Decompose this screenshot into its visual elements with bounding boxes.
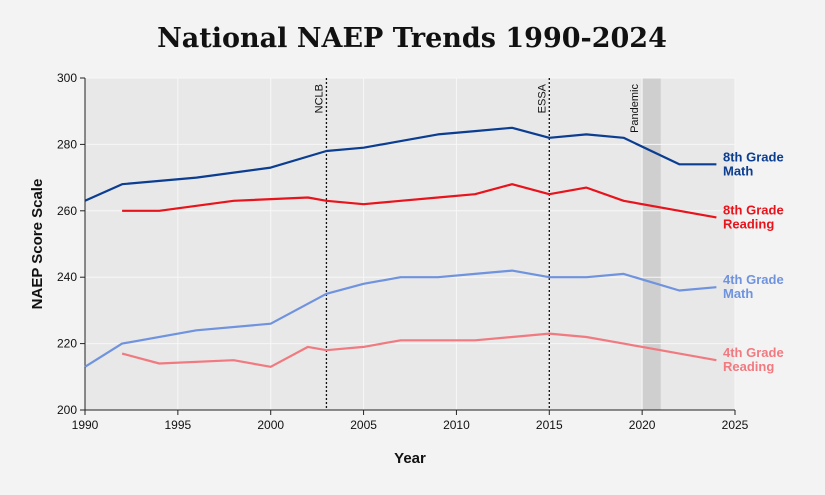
series-label-line: Reading bbox=[723, 359, 774, 374]
series-label-line: 8th Grade bbox=[723, 202, 784, 217]
axes: 200 220 240 260 280 300 1990 1995 2000 2005 2010 20… bbox=[57, 71, 749, 432]
x-tick-label: 2020 bbox=[629, 418, 656, 432]
series-line bbox=[84, 269, 717, 368]
series-line bbox=[122, 183, 717, 219]
y-tick-label: 260 bbox=[57, 204, 77, 218]
y-axis-title: NAEP Score Scale bbox=[29, 179, 46, 310]
x-tick-label: 1995 bbox=[165, 418, 192, 432]
series-label: 4th Grade Math bbox=[723, 272, 784, 301]
shaded-period-bar bbox=[642, 78, 661, 410]
x-tick-label: 2010 bbox=[443, 418, 470, 432]
series-label-line: Math bbox=[723, 163, 753, 178]
series-label-line: 8th Grade bbox=[723, 149, 784, 164]
series-label: 8th Grade Math bbox=[723, 149, 784, 178]
x-tick-label: 2025 bbox=[722, 418, 749, 432]
x-tick-label: 1990 bbox=[72, 418, 99, 432]
series-label-line: 4th Grade bbox=[723, 272, 784, 287]
y-tick-label: 300 bbox=[57, 71, 77, 85]
event-label: NCLB bbox=[313, 84, 325, 113]
y-tick-label: 240 bbox=[57, 270, 77, 284]
series-label-line: Reading bbox=[723, 216, 774, 231]
series-label-line: Math bbox=[723, 286, 753, 301]
plot-area bbox=[85, 78, 735, 410]
series-label-line: 4th Grade bbox=[723, 345, 784, 360]
y-tick-label: 200 bbox=[57, 403, 77, 417]
chart-title: National NAEP Trends 1990-2024 bbox=[157, 23, 667, 54]
x-tick-label: 2015 bbox=[536, 418, 563, 432]
shaded-period-label: Pandemic bbox=[629, 84, 641, 133]
y-tick-label: 220 bbox=[57, 337, 77, 351]
series-label: 4th Grade Reading bbox=[723, 345, 784, 374]
series-lines bbox=[84, 126, 717, 368]
x-tick-label: 2005 bbox=[350, 418, 377, 432]
event-label: ESSA bbox=[536, 83, 548, 113]
event-markers: NCLB ESSA Pandemic bbox=[313, 78, 641, 410]
series-line bbox=[84, 126, 717, 202]
x-axis-title: Year bbox=[394, 450, 426, 467]
series-line bbox=[121, 332, 717, 368]
shaded-periods bbox=[642, 78, 661, 410]
x-tick-label: 2000 bbox=[257, 418, 284, 432]
series-label: 8th Grade Reading bbox=[723, 202, 784, 231]
y-tick-label: 280 bbox=[57, 137, 77, 151]
